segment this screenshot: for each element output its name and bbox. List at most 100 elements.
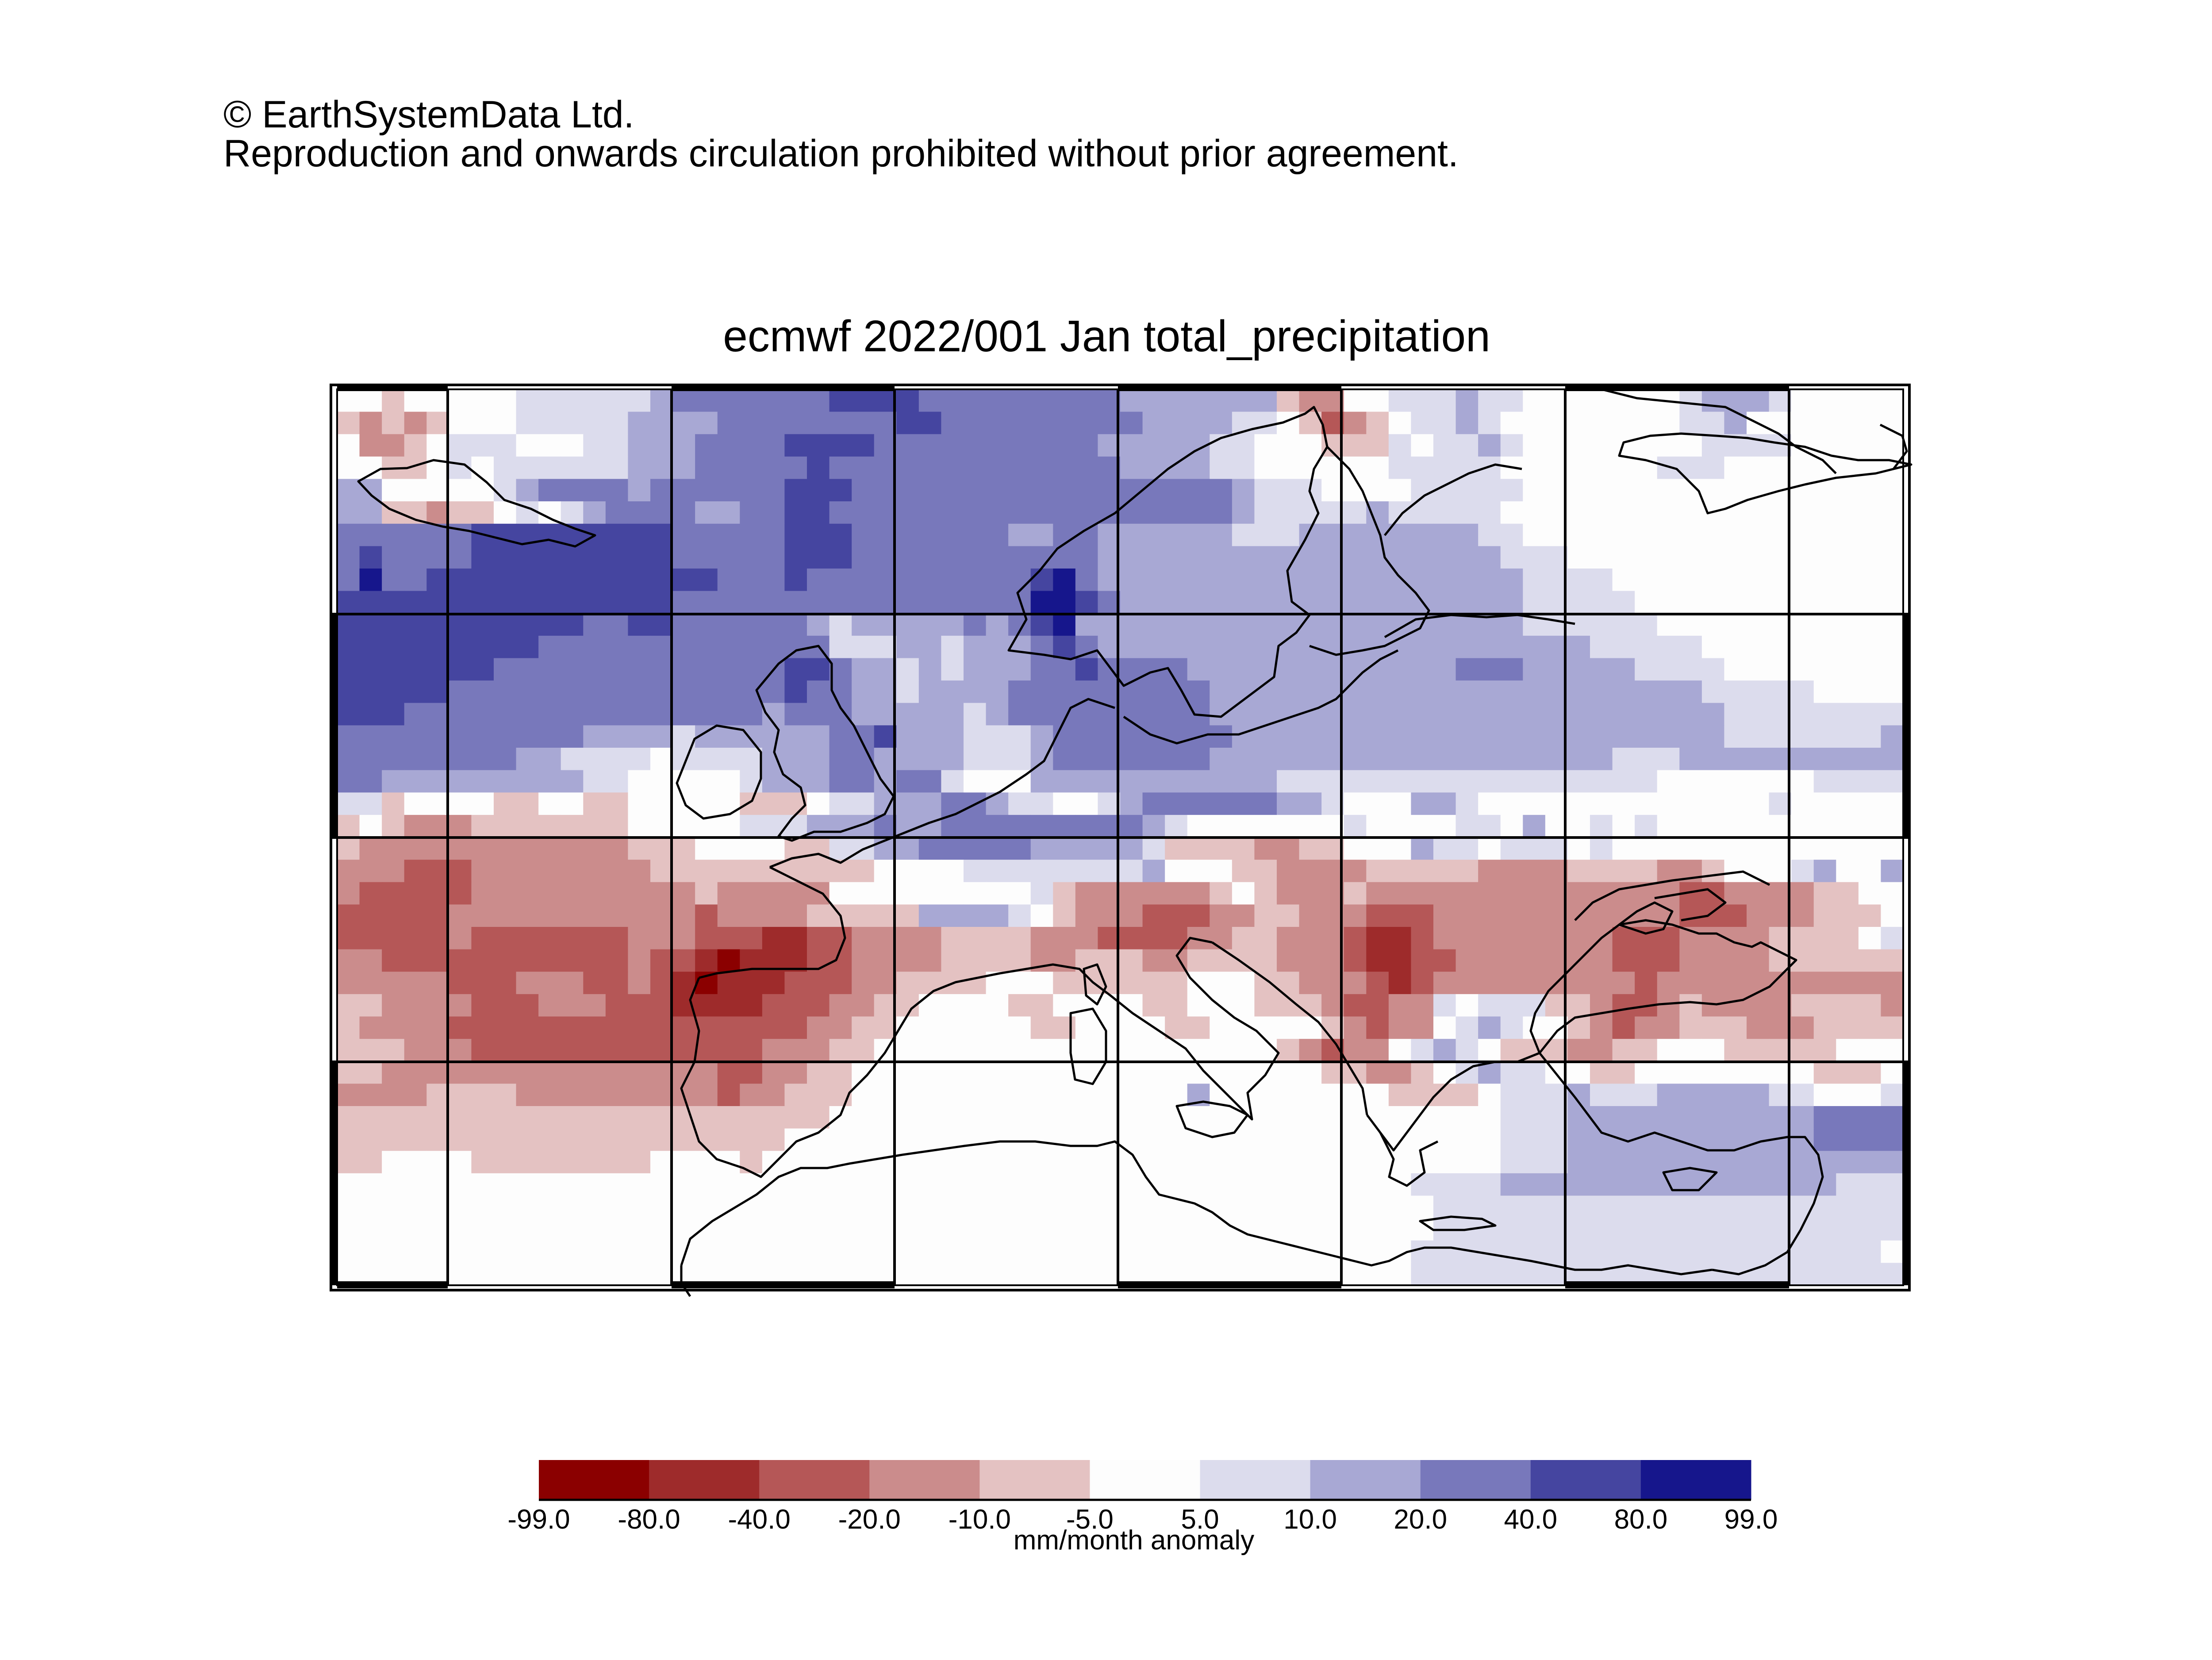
anomaly-cell	[583, 1084, 606, 1107]
anomaly-cell	[449, 1084, 472, 1107]
anomaly-cell	[1120, 792, 1143, 815]
anomaly-cell	[941, 725, 964, 748]
anomaly-cell	[762, 1128, 785, 1151]
anomaly-cell	[1701, 1061, 1725, 1084]
anomaly-cell	[471, 546, 494, 569]
anomaly-cell	[605, 1016, 629, 1039]
anomaly-cell	[605, 994, 629, 1017]
anomaly-cell	[986, 1039, 1009, 1062]
colorbar-boxes	[539, 1460, 1751, 1501]
anomaly-cell	[1455, 680, 1479, 703]
anomaly-cell	[1120, 748, 1143, 771]
anomaly-cell	[404, 479, 427, 502]
anomaly-cell	[964, 411, 987, 434]
anomaly-cell	[1053, 1084, 1076, 1107]
anomaly-cell	[1142, 1151, 1165, 1174]
anomaly-cell	[1053, 635, 1076, 659]
anomaly-cell	[1142, 680, 1165, 703]
anomaly-cell	[471, 658, 494, 681]
anomaly-cell	[1612, 748, 1635, 771]
anomaly-cell	[561, 1128, 584, 1151]
anomaly-cell	[1008, 635, 1031, 659]
anomaly-cell	[896, 569, 919, 592]
anomaly-cell	[583, 994, 606, 1017]
anomaly-cell	[1791, 501, 1814, 524]
anomaly-cell	[1701, 635, 1725, 659]
anomaly-cell	[672, 389, 695, 412]
anomaly-cell	[717, 546, 740, 569]
anomaly-cell	[1858, 1084, 1882, 1107]
anomaly-cell	[1277, 748, 1300, 771]
anomaly-cell	[964, 837, 987, 860]
anomaly-cell	[1165, 680, 1188, 703]
anomaly-cell	[1881, 389, 1904, 412]
anomaly-cell	[1433, 546, 1456, 569]
anomaly-cell	[740, 904, 763, 927]
anomaly-cell	[918, 904, 942, 927]
anomaly-cell	[1701, 1016, 1725, 1039]
anomaly-cell	[1657, 1106, 1680, 1129]
anomaly-cell	[650, 1128, 673, 1151]
anomaly-cell	[964, 703, 987, 726]
anomaly-cell	[1679, 680, 1702, 703]
anomaly-cell	[1836, 434, 1859, 457]
anomaly-cell	[1478, 703, 1501, 726]
anomaly-cell	[1858, 523, 1882, 546]
anomaly-cell	[516, 994, 539, 1017]
anomaly-cell	[1187, 591, 1210, 614]
anomaly-cell	[1813, 927, 1836, 950]
anomaly-cell	[740, 748, 763, 771]
anomaly-cell	[516, 949, 539, 972]
anomaly-cell	[1858, 569, 1882, 592]
anomaly-cell	[762, 904, 785, 927]
anomaly-cell	[1881, 434, 1904, 457]
anomaly-cell	[605, 1061, 629, 1084]
anomaly-cell	[561, 1016, 584, 1039]
anomaly-cell	[1210, 748, 1233, 771]
anomaly-cell	[1411, 456, 1434, 480]
anomaly-cell	[1791, 411, 1814, 434]
anomaly-cell	[695, 523, 718, 546]
anomaly-cell	[494, 1061, 517, 1084]
anomaly-cell	[1120, 389, 1143, 412]
anomaly-cell	[784, 860, 807, 883]
anomaly-cell	[1411, 927, 1434, 950]
anomaly-cell	[426, 792, 449, 815]
anomaly-cell	[1701, 479, 1725, 502]
anomaly-cell	[449, 635, 472, 659]
anomaly-cell	[494, 680, 517, 703]
anomaly-cell	[1657, 792, 1680, 815]
anomaly-cell	[829, 411, 852, 434]
anomaly-cell	[1277, 770, 1300, 793]
anomaly-cell	[1120, 860, 1143, 883]
anomaly-cell	[762, 680, 785, 703]
anomaly-cell	[941, 501, 964, 524]
anomaly-cell	[1165, 523, 1188, 546]
anomaly-cell	[1388, 389, 1412, 412]
anomaly-cell	[628, 770, 651, 793]
anomaly-cell	[1455, 591, 1479, 614]
anomaly-cell	[337, 680, 360, 703]
anomaly-cell	[1881, 523, 1904, 546]
anomaly-cell	[1724, 569, 1747, 592]
anomaly-cell	[382, 972, 405, 995]
anomaly-cell	[1478, 479, 1501, 502]
anomaly-cell	[1388, 972, 1412, 995]
anomaly-cell	[852, 770, 875, 793]
anomaly-cell	[1567, 680, 1590, 703]
anomaly-cell	[1813, 523, 1836, 546]
anomaly-cell	[1254, 479, 1277, 502]
anomaly-cell	[964, 501, 987, 524]
anomaly-cell	[1299, 792, 1322, 815]
anomaly-cell	[1254, 591, 1277, 614]
anomaly-cell	[1657, 501, 1680, 524]
colorbar-swatch	[1420, 1460, 1531, 1500]
anomaly-cell	[426, 591, 449, 614]
anomaly-cell	[1567, 703, 1590, 726]
anomaly-cell	[650, 411, 673, 434]
anomaly-cell	[1030, 770, 1053, 793]
anomaly-cell	[1478, 725, 1501, 748]
anomaly-cell	[1523, 1106, 1546, 1129]
anomaly-cell	[359, 591, 382, 614]
anomaly-cell	[1187, 949, 1210, 972]
